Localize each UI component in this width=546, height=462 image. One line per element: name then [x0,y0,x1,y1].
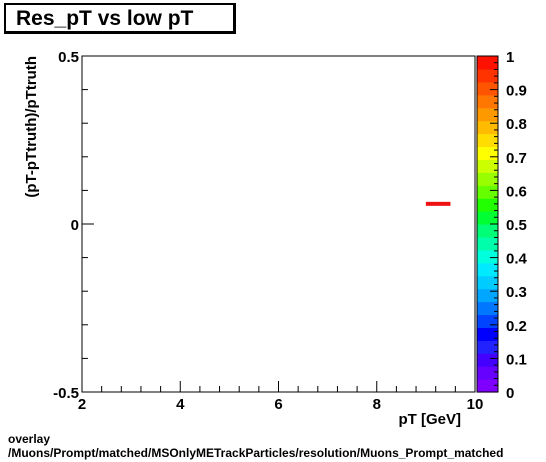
chart-title-box: Res_pT vs low pT [4,3,236,34]
palette-tick-label: 0.9 [506,83,527,100]
palette-swatch [477,327,498,341]
palette-swatch [477,81,498,96]
palette-swatch [477,133,498,148]
chart-title: Res_pT vs low pT [16,7,194,30]
x-axis-label: pT [GeV] [399,411,462,428]
palette-swatch [477,68,498,83]
palette-tick-label: 0.8 [506,116,527,133]
y-tick-label: 0.5 [58,49,79,66]
palette-tick-label: 0.3 [506,284,527,301]
palette-tick-label: 0.4 [506,251,528,268]
palette-swatch [477,314,498,328]
palette-tick-label: 0 [506,385,514,402]
y-axis-label: (pT-pTtruth)/pTtruth [23,56,40,198]
palette-swatch [477,94,498,109]
footer-line-1: overlay [8,432,51,446]
footer-line-2: /Muons/Prompt/matched/MSOnlyMETrackParti… [8,446,504,460]
x-tick-label: 2 [78,396,86,413]
palette-swatch [477,262,498,277]
palette-swatch [477,146,498,160]
palette-swatch [477,211,498,225]
palette-swatch [477,198,498,212]
x-tick-label: 10 [467,396,484,413]
palette-swatch [477,107,498,122]
palette-swatch [477,185,498,199]
palette-swatch [477,288,498,303]
palette-tick-label: 0.1 [506,351,527,368]
palette-tick-label: 0.7 [506,150,527,167]
palette-swatch [477,366,498,380]
palette-swatch [477,224,498,238]
palette-tick-label: 0.6 [506,183,527,200]
palette-swatch [477,379,498,393]
plot-frame [81,55,476,393]
palette-swatch [477,56,498,70]
palette-swatch [477,301,498,316]
palette-swatch [477,340,498,354]
palette-swatch [477,249,498,264]
y-tick-label: 0 [71,217,79,234]
palette-swatch [477,120,498,135]
palette-swatch [477,236,498,251]
x-tick-label: 6 [274,396,282,413]
x-tick-label: 4 [176,396,185,413]
palette-tick-label: 0.2 [506,318,527,335]
palette-tick-label: 0.5 [506,217,527,234]
y-tick-label: -0.5 [53,385,79,402]
x-tick-label: 8 [373,396,381,413]
palette-swatch [477,353,498,367]
palette-tick-label: 1 [506,49,514,66]
palette-swatch [477,159,498,173]
heatmap-cell [425,201,451,206]
axis-ticks: 2 4 6 8 10 -0.5 0 0.5 [53,49,483,413]
heatmap-cells [425,201,451,206]
palette-swatch [477,275,498,290]
color-palette: 0 0.1 0.2 0.3 0.4 0.5 0.6 0.7 0.8 0.9 1 [476,49,528,402]
palette-swatch [477,172,498,186]
